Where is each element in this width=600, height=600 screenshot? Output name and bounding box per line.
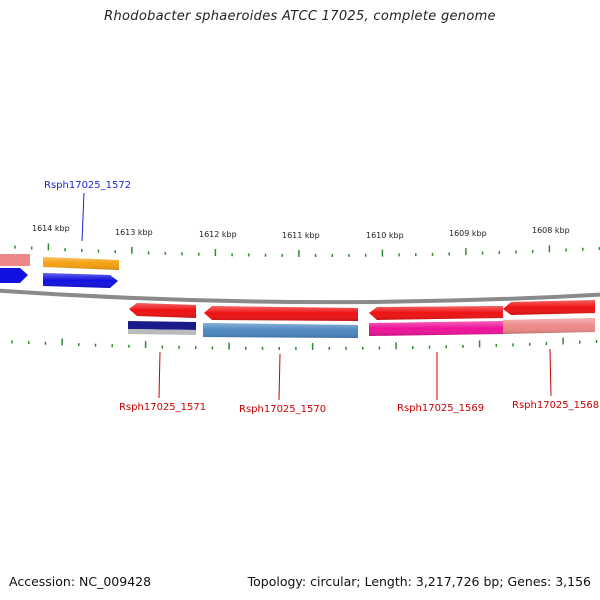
gene-label-rsph17025-1568[interactable]: Rsph17025_1568 <box>512 400 599 411</box>
gene-label-rsph17025-1572[interactable]: Rsph17025_1572 <box>44 180 131 191</box>
gene-label-rsph17025-1569[interactable]: Rsph17025_1569 <box>397 403 484 414</box>
gene-feature-rsph17025-1570-shade <box>204 306 358 321</box>
tick-label-1614: 1614 kbp <box>32 224 70 233</box>
leader-line-1571 <box>158 351 161 399</box>
accession-text: Accession: NC_009428 <box>9 574 152 589</box>
tick-label-1612: 1612 kbp <box>199 230 237 239</box>
gene-feature-rsph17025-1571-shade <box>129 303 196 318</box>
map-title: Rhodobacter sphaeroides ATCC 17025, comp… <box>104 9 496 24</box>
genome-backbone <box>0 288 600 305</box>
tick-labels: 1614 kbp 1613 kbp 1612 kbp 1611 kbp 1610… <box>32 224 570 240</box>
gene-labels: Rsph17025_1572 Rsph17025_1571 Rsph17025_… <box>44 180 599 415</box>
tick-label-1610: 1610 kbp <box>366 231 404 240</box>
gene-feature-rsph17025-1568-shade <box>503 300 595 315</box>
cds-feature-rsph17025-1572-shade <box>43 273 118 288</box>
inner-tick-marks <box>11 337 598 350</box>
gene-label-rsph17025-1571[interactable]: Rsph17025_1571 <box>119 402 206 413</box>
gene-feature-partial-left[interactable] <box>0 254 30 266</box>
gene-feature-rsph17025-1572-shade <box>43 257 119 270</box>
leader-line-1572 <box>81 192 85 242</box>
leader-line-1570 <box>278 353 281 401</box>
forward-strand-features <box>0 254 119 288</box>
outer-tick-marks <box>14 243 600 257</box>
gene-feature-rsph17025-1569-shade <box>369 306 503 320</box>
tick-label-1611: 1611 kbp <box>282 231 320 240</box>
gene-feature-partial-left-cds <box>0 268 28 283</box>
tick-label-1609: 1609 kbp <box>449 229 487 238</box>
cds-feature-rsph17025-1569-shade <box>369 321 503 336</box>
cds-feature-rsph17025-1568-shade <box>503 318 595 334</box>
gene-label-rsph17025-1570[interactable]: Rsph17025_1570 <box>239 404 326 415</box>
cds-feature-rsph17025-1570-shade <box>203 323 358 338</box>
leader-line-1568 <box>549 348 552 397</box>
tick-label-1613: 1613 kbp <box>115 228 153 237</box>
topology-text: Topology: circular; Length: 3,217,726 bp… <box>247 574 591 589</box>
reverse-strand-features <box>128 300 595 338</box>
cds-feature-rsph17025-1571-under <box>128 329 196 335</box>
label-leader-lines <box>81 192 552 401</box>
tick-label-1608: 1608 kbp <box>532 226 570 235</box>
cds-feature-rsph17025-1571[interactable] <box>128 321 196 330</box>
